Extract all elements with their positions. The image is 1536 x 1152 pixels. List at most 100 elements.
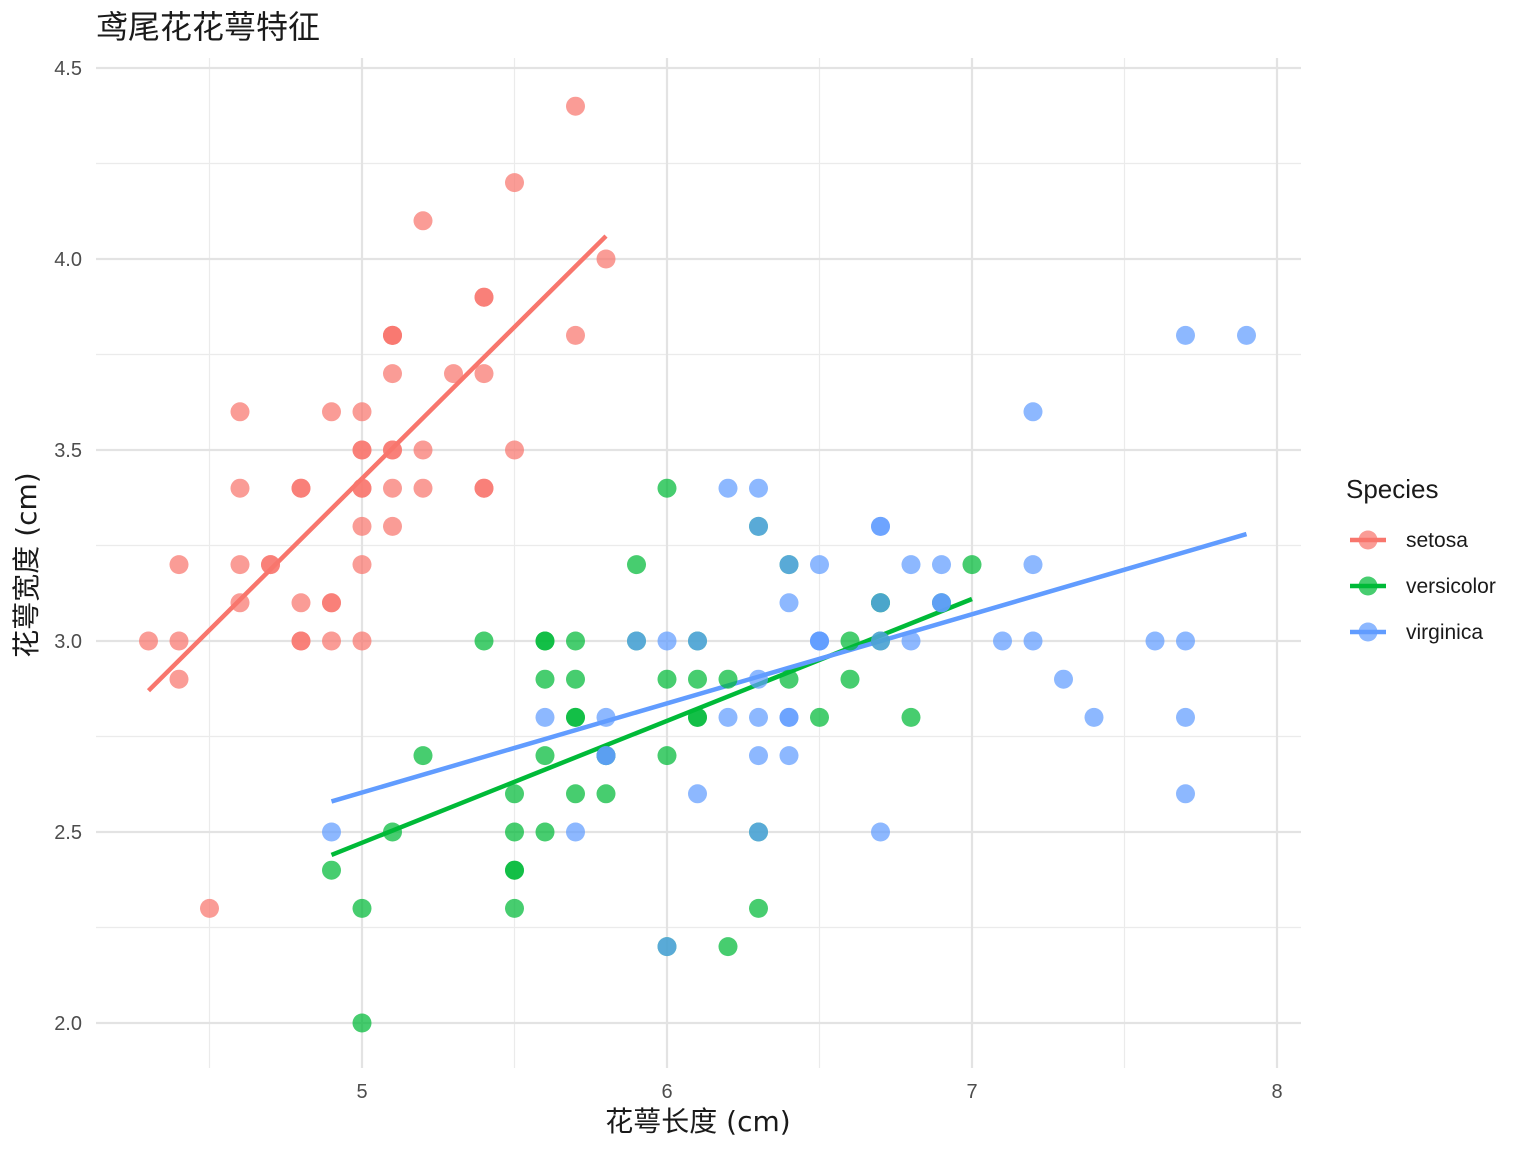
data-point-virginica [1054, 669, 1073, 689]
data-point-setosa [230, 478, 250, 498]
data-point-setosa [322, 631, 341, 651]
legend-key-point [1358, 576, 1378, 596]
data-point-versicolor [535, 746, 555, 766]
data-point-virginica [871, 516, 890, 536]
data-point-virginica [657, 631, 677, 651]
data-point-virginica [718, 707, 738, 727]
data-point-setosa [230, 555, 250, 575]
data-point-virginica [749, 478, 768, 498]
data-point-setosa [474, 287, 494, 307]
data-point-virginica [566, 822, 585, 842]
data-point-virginica [779, 707, 799, 727]
data-point-setosa [261, 555, 280, 575]
y-tick-label: 4.5 [54, 58, 82, 80]
data-point-setosa [322, 593, 341, 613]
data-point-setosa [505, 173, 524, 193]
data-point-setosa [352, 402, 372, 422]
data-point-versicolor [566, 784, 585, 804]
data-point-setosa [291, 478, 311, 498]
y-tick-label: 2.0 [54, 1013, 82, 1035]
data-point-virginica [932, 593, 951, 613]
data-point-virginica [810, 555, 829, 575]
data-point-versicolor [962, 555, 982, 575]
x-tick-label: 7 [966, 1081, 977, 1103]
data-point-setosa [596, 249, 616, 269]
data-point-virginica [779, 746, 799, 766]
data-point-versicolor [566, 669, 585, 689]
data-point-setosa [291, 631, 311, 651]
y-axis-title: 花萼宽度 (cm) [10, 472, 43, 657]
trend-lines [146, 234, 1248, 858]
data-point-virginica [1176, 325, 1195, 345]
data-point-setosa [566, 325, 585, 345]
data-point-virginica [627, 631, 646, 651]
data-point-virginica [749, 669, 768, 689]
legend-label-versicolor: versicolor [1406, 575, 1496, 598]
data-point-setosa [383, 325, 402, 345]
y-tick-label: 4.0 [54, 249, 82, 271]
data-point-virginica [596, 746, 616, 766]
data-point-setosa [352, 478, 372, 498]
data-point-virginica [901, 555, 921, 575]
data-point-virginica [1176, 707, 1195, 727]
data-point-versicolor [810, 707, 829, 727]
data-point-versicolor [657, 746, 677, 766]
data-point-virginica [535, 707, 555, 727]
data-point-versicolor [505, 784, 524, 804]
data-point-setosa [474, 478, 494, 498]
data-point-setosa [230, 402, 250, 422]
x-tick-label: 8 [1271, 1081, 1282, 1103]
data-point-virginica [871, 593, 890, 613]
data-point-virginica [779, 593, 799, 613]
data-point-versicolor [535, 631, 555, 651]
data-point-versicolor [657, 669, 677, 689]
x-tick-label: 5 [356, 1081, 367, 1103]
legend-title: Species [1346, 474, 1439, 504]
legend-key-point [1358, 530, 1378, 550]
legend: Species setosa versicolor virginica [1346, 474, 1496, 644]
data-point-virginica [779, 555, 799, 575]
data-point-versicolor [840, 631, 860, 651]
x-axis-title: 花萼长度 (cm) [605, 1105, 790, 1138]
data-point-versicolor [566, 707, 585, 727]
axis-ticks: 5 6 7 8 2.0 2.5 3.0 3.5 4.0 4.5 [54, 58, 1282, 1103]
data-point-virginica [749, 707, 768, 727]
data-point-virginica [993, 631, 1012, 651]
data-point-virginica [1084, 707, 1104, 727]
data-point-setosa [383, 440, 402, 460]
data-point-versicolor [505, 822, 524, 842]
data-point-setosa [352, 440, 372, 460]
data-point-setosa [352, 631, 372, 651]
legend-label-virginica: virginica [1406, 621, 1483, 644]
data-point-setosa [505, 440, 524, 460]
data-point-virginica [1176, 631, 1195, 651]
data-point-setosa [291, 593, 311, 613]
trend-line-setosa [146, 234, 608, 693]
data-point-versicolor [749, 898, 768, 918]
data-point-versicolor [535, 822, 555, 842]
data-point-versicolor [718, 937, 738, 957]
data-point-virginica [596, 707, 616, 727]
data-point-setosa [383, 516, 402, 536]
data-point-versicolor [688, 669, 707, 689]
data-point-versicolor [901, 707, 921, 727]
data-point-setosa [383, 364, 402, 384]
data-point-virginica [749, 822, 768, 842]
data-point-setosa [383, 478, 402, 498]
data-point-versicolor [627, 555, 646, 575]
y-tick-label: 3.5 [54, 440, 82, 462]
data-point-versicolor [383, 822, 402, 842]
data-point-versicolor [505, 860, 524, 880]
data-point-virginica [1145, 631, 1165, 651]
data-point-setosa [566, 96, 585, 116]
data-point-versicolor [413, 746, 433, 766]
y-tick-label: 3.0 [54, 631, 82, 653]
data-point-setosa [413, 478, 433, 498]
data-point-virginica [810, 631, 829, 651]
data-point-setosa [169, 555, 189, 575]
data-point-versicolor [352, 898, 372, 918]
data-point-setosa [230, 593, 250, 613]
legend-key-point [1358, 622, 1378, 642]
data-point-versicolor [474, 631, 494, 651]
data-point-setosa [413, 440, 433, 460]
